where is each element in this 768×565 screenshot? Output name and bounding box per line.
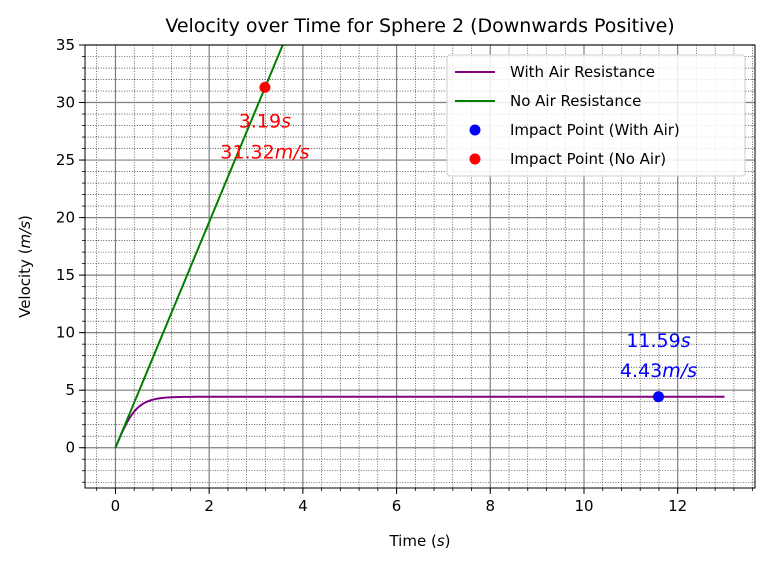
x-tick-label: 8 (486, 497, 496, 515)
y-tick-label: 25 (56, 151, 75, 169)
annotation-no-air-velocity: 31.32m/s (220, 141, 309, 163)
x-tick-label: 12 (668, 497, 687, 515)
legend-entry-label: Impact Point (With Air) (510, 121, 680, 139)
legend-entry-label: No Air Resistance (510, 92, 641, 110)
legend-box (446, 54, 746, 177)
y-tick-label: 15 (56, 266, 75, 284)
with-air-resistance-line (114, 395, 725, 449)
x-tick-label: 6 (392, 497, 402, 515)
y-tick-label: 10 (56, 324, 75, 342)
series-layer (114, 45, 725, 449)
legend-swatch-marker (469, 153, 481, 165)
x-tick-label: 0 (111, 497, 121, 515)
x-tick-label: 2 (204, 497, 214, 515)
chart-title: Velocity over Time for Sphere 2 (Downwar… (165, 15, 674, 37)
annotation-with-air-time: 11.59s (626, 330, 690, 352)
legend-entry-label: Impact Point (No Air) (510, 150, 666, 168)
y-tick-label: 35 (56, 36, 75, 54)
x-tick-label: 10 (574, 497, 593, 515)
y-axis-label: Velocity (m/s) (16, 215, 34, 318)
y-tick-label: 0 (65, 439, 75, 457)
no-air-resistance-line (114, 45, 284, 449)
legend: With Air Resistance No Air Resistance Impa… (446, 54, 746, 177)
x-tick-label: 4 (298, 497, 308, 515)
legend-swatch-marker (469, 124, 481, 136)
y-tick-label: 30 (56, 94, 75, 112)
x-axis-label: Time (s) (388, 532, 450, 550)
annotation-with-air-velocity: 4.43m/s (620, 360, 697, 382)
axes-layer: 0 2 4 6 8 10 12 0 5 10 15 20 25 30 35 (56, 36, 756, 515)
y-tick-label: 20 (56, 209, 75, 227)
legend-entry-label: With Air Resistance (510, 63, 655, 81)
annotation-layer: 11.59s 4.43m/s 3.19s 31.32m/s (220, 110, 697, 381)
plot-frame (84, 44, 756, 489)
impact-point-with-air (652, 391, 664, 403)
impact-point-no-air (259, 81, 271, 93)
y-tick-label: 5 (65, 381, 75, 399)
annotation-no-air-time: 3.19s (239, 110, 291, 132)
